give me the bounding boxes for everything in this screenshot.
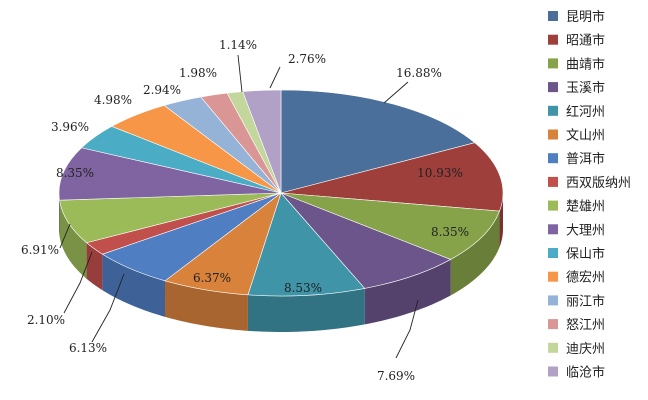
pie-side-3 xyxy=(364,259,451,325)
data-label-3: 7.69% xyxy=(377,369,415,383)
legend-swatch-7 xyxy=(548,176,558,187)
legend-swatch-2 xyxy=(548,58,558,69)
legend-swatch-12 xyxy=(548,295,558,306)
data-labels: 16.88% 10.93% 8.35% 7.69% 8.53% 6.37% 6.13% 2.1… xyxy=(21,38,469,383)
data-label-5: 6.37% xyxy=(193,271,231,285)
data-label-0: 16.88% xyxy=(396,66,442,80)
legend-label-6: 普洱市 xyxy=(566,151,605,167)
pie-slice-9 xyxy=(58,147,282,201)
legend: 昆明市昭通市曲靖市玉溪市红河州文山州普洱市西双版纳州楚雄州大理州保山市德宏州丽江… xyxy=(548,9,631,381)
pie-sides xyxy=(59,193,503,332)
legend-label-15: 临沧市 xyxy=(566,365,605,381)
pie-slice-2 xyxy=(280,192,500,260)
pie-side-5 xyxy=(165,280,248,331)
data-label-14: 1.14% xyxy=(219,38,257,52)
pie-slice-0 xyxy=(280,89,476,194)
pie-slice-15 xyxy=(242,89,282,194)
data-label-10: 3.96% xyxy=(51,120,89,134)
legend-label-0: 昆明市 xyxy=(566,9,605,25)
legend-label-7: 西双版纳州 xyxy=(566,176,631,191)
legend-label-13: 怒江州 xyxy=(566,318,605,333)
data-label-1: 10.93% xyxy=(417,166,463,180)
legend-swatch-14 xyxy=(548,342,558,353)
pie-slice-3 xyxy=(280,192,452,289)
legend-swatch-4 xyxy=(548,105,558,116)
data-label-8: 6.91% xyxy=(21,243,59,257)
pie-side-1 xyxy=(499,193,503,248)
legend-label-3: 玉溪市 xyxy=(566,80,605,96)
pie-side-2 xyxy=(450,211,500,296)
legend-swatch-9 xyxy=(548,224,558,235)
legend-swatch-10 xyxy=(548,248,558,258)
pie-side-6 xyxy=(102,254,166,317)
data-label-4: 8.53% xyxy=(284,281,322,295)
leader-line-1 xyxy=(395,299,419,359)
legend-swatch-11 xyxy=(548,271,558,282)
legend-swatch-15 xyxy=(548,366,558,377)
legend-swatch-6 xyxy=(548,153,558,164)
pie-slice-1 xyxy=(280,142,504,212)
legend-label-12: 丽江市 xyxy=(566,293,605,309)
legend-label-9: 大理州 xyxy=(566,223,605,238)
data-label-7: 2.10% xyxy=(27,313,65,327)
data-label-6: 6.13% xyxy=(69,341,107,355)
legend-swatch-3 xyxy=(548,82,558,93)
legend-label-11: 德宏州 xyxy=(566,271,605,286)
pie-side-9 xyxy=(59,193,60,237)
legend-label-2: 曲靖市 xyxy=(566,56,605,72)
legend-label-5: 文山州 xyxy=(566,129,605,144)
data-label-9: 8.35% xyxy=(56,166,94,180)
data-label-11: 4.98% xyxy=(94,93,132,107)
pie-slice-4 xyxy=(247,192,366,297)
pie-side-4 xyxy=(247,288,365,332)
leader-line-3 xyxy=(63,251,93,314)
legend-label-10: 保山市 xyxy=(566,246,605,262)
data-label-15: 2.76% xyxy=(288,52,326,66)
legend-swatch-0 xyxy=(548,11,558,21)
legend-swatch-8 xyxy=(548,200,558,211)
legend-label-1: 昭通市 xyxy=(566,33,605,49)
data-label-13: 1.98% xyxy=(179,66,217,80)
leader-line-6 xyxy=(269,66,281,89)
data-label-2: 8.35% xyxy=(431,225,469,239)
leader-line-4 xyxy=(59,223,71,249)
leader-lines xyxy=(59,54,419,359)
pie-top-slices xyxy=(58,89,504,297)
leader-line-0 xyxy=(383,81,409,104)
data-label-12: 2.94% xyxy=(143,83,181,97)
legend-label-4: 红河州 xyxy=(566,104,605,120)
leader-line-5 xyxy=(237,54,243,93)
leader-line-2 xyxy=(91,273,125,343)
legend-label-8: 楚雄州 xyxy=(566,200,605,215)
legend-label-14: 迪庆州 xyxy=(566,342,605,357)
legend-swatch-1 xyxy=(548,34,558,45)
legend-swatch-13 xyxy=(548,319,558,330)
legend-swatch-5 xyxy=(548,129,558,140)
